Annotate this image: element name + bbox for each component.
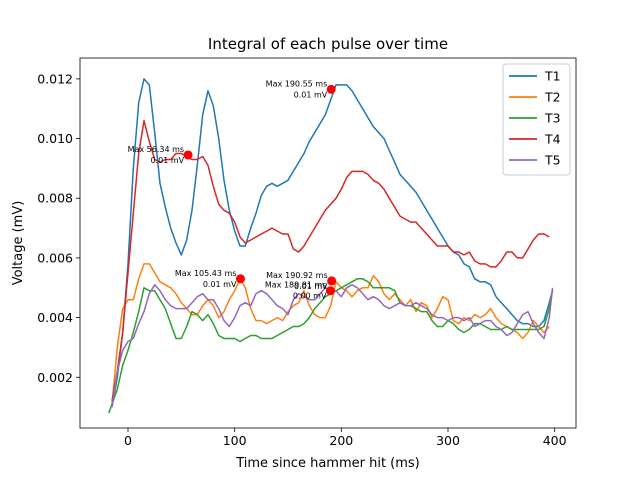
max-annotation-value-2: 0.01 mV bbox=[294, 90, 328, 99]
y-axis-label: Voltage (mV) bbox=[11, 201, 26, 286]
legend-label-t3: T3 bbox=[544, 111, 561, 126]
x-tick-label: 300 bbox=[436, 433, 460, 448]
y-tick-label: 0.010 bbox=[37, 131, 73, 146]
max-marker-2 bbox=[326, 84, 336, 94]
y-tick-label: 0.008 bbox=[37, 191, 73, 206]
max-marker-4 bbox=[327, 276, 337, 286]
plot-markers bbox=[183, 84, 337, 296]
y-tick-label: 0.012 bbox=[37, 71, 73, 86]
max-annotation-time-4: Max 190.92 ms bbox=[266, 271, 328, 280]
x-tick-label: 0 bbox=[124, 433, 132, 448]
legend-label-t1: T1 bbox=[544, 69, 561, 84]
legend-box bbox=[502, 63, 571, 176]
legend-label-t5: T5 bbox=[544, 153, 561, 168]
max-marker-5 bbox=[325, 286, 335, 296]
x-axis-label: Time since hammer hit (ms) bbox=[235, 456, 420, 471]
series-line-t2 bbox=[111, 263, 550, 405]
legend-label-t2: T2 bbox=[544, 90, 561, 105]
y-axis-ticks: 0.002 0.004 0.006 0.008 0.010 0.012 bbox=[37, 71, 80, 385]
y-tick-label: 0.006 bbox=[37, 250, 73, 265]
plot-frame bbox=[79, 57, 577, 429]
max-annotation-time-1: Max 56.34 ms bbox=[128, 145, 185, 154]
legend: T1 T2 T3 T4 T5 bbox=[502, 63, 571, 176]
max-annotation-value-3: 0.01 mV bbox=[203, 280, 237, 289]
max-marker-1 bbox=[183, 150, 193, 160]
legend-label-t4: T4 bbox=[544, 132, 561, 147]
max-annotation-time-5: Max 189.81 ms bbox=[265, 281, 327, 290]
x-tick-label: 100 bbox=[223, 433, 247, 448]
max-annotation-time-3: Max 105.43 ms bbox=[175, 269, 237, 278]
max-annotation-value-5: 0.00 mV bbox=[293, 292, 327, 301]
chart-title: Integral of each pulse over time bbox=[208, 35, 448, 53]
max-annotation-time-2: Max 190.55 ms bbox=[266, 79, 328, 88]
y-tick-label: 0.004 bbox=[37, 310, 73, 325]
x-axis-ticks: 0 100 200 300 400 bbox=[124, 428, 567, 448]
max-marker-3 bbox=[235, 274, 245, 284]
max-annotation-value-1: 0.01 mV bbox=[150, 156, 184, 165]
x-tick-label: 200 bbox=[329, 433, 353, 448]
max-annotation-value-4: 0.01 mV bbox=[294, 282, 328, 291]
x-tick-label: 400 bbox=[543, 433, 567, 448]
y-tick-label: 0.002 bbox=[37, 370, 73, 385]
